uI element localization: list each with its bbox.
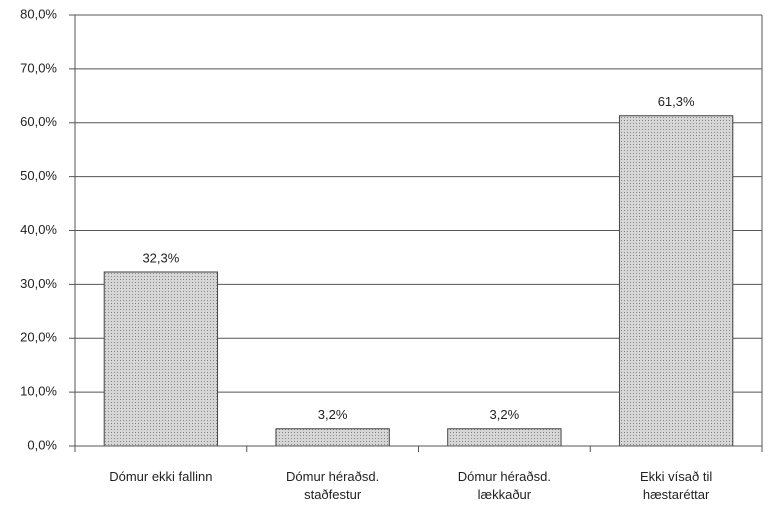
bar [618, 115, 734, 447]
y-tick-label: 10,0% [20, 384, 57, 399]
y-tick-label: 70,0% [20, 60, 57, 75]
x-tick-label: Dómur héraðsd. staðfestur [286, 469, 379, 502]
y-tick-label: 40,0% [20, 222, 57, 237]
value-label: 32,3% [142, 250, 179, 265]
y-tick-label: 30,0% [20, 276, 57, 291]
bar [275, 428, 390, 447]
y-tick-label: 60,0% [20, 114, 57, 129]
bar [447, 428, 562, 447]
y-tick-label: 20,0% [20, 330, 57, 345]
value-label: 3,2% [318, 407, 348, 422]
value-label: 3,2% [490, 407, 520, 422]
x-tick-label: Dómur ekki fallinn [109, 469, 212, 484]
y-tick-label: 0,0% [27, 437, 57, 452]
value-label: 61,3% [658, 94, 695, 109]
bar [103, 271, 219, 447]
x-tick-label: Ekki vísað til hæstaréttar [640, 469, 712, 502]
y-tick-label: 50,0% [20, 168, 57, 183]
x-tick-label: Dómur héraðsd. lækkaður [458, 469, 551, 502]
y-tick-label: 80,0% [20, 6, 57, 21]
